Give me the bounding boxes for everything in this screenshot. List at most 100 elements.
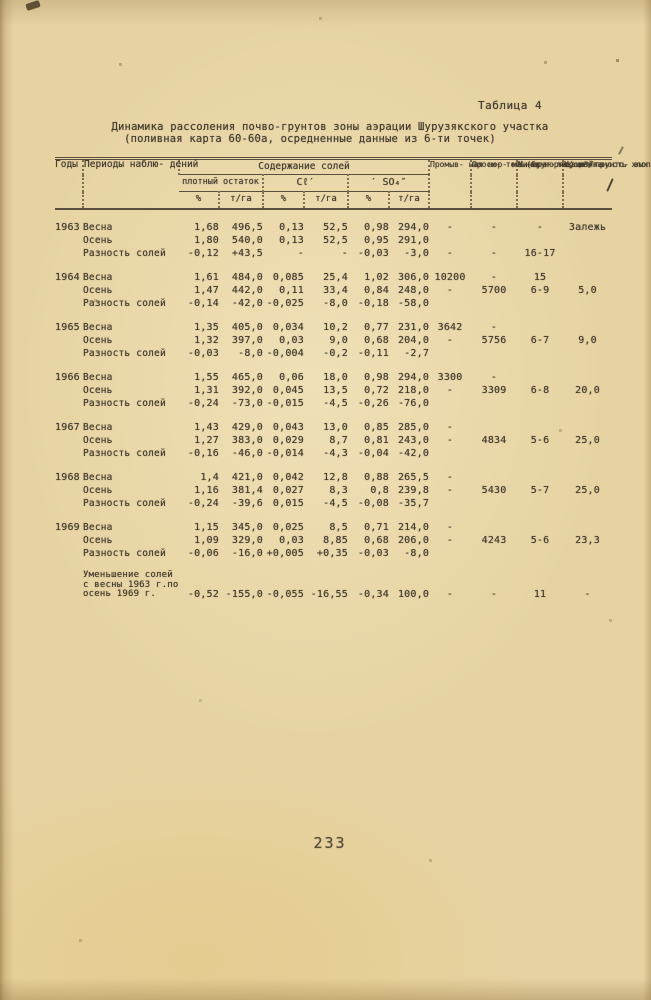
cell-value: 0,03 <box>279 335 304 346</box>
cell-year <box>55 447 83 460</box>
cell-value: -0,014 <box>266 448 304 459</box>
col-header-irrigation-norm: Ороси- тельная норма, м³/га <box>470 158 602 209</box>
cell-value: -0,015 <box>266 398 304 409</box>
cell-value: -8,0 <box>323 298 348 309</box>
cell-value: 0,085 <box>272 272 304 283</box>
cell-value <box>429 234 471 247</box>
cell-value: - <box>446 285 454 296</box>
table-row: Разность солей -0,16 -46,0 -0,014 -4,3 -0,04-… <box>55 447 612 460</box>
cell-period: Осень <box>83 285 113 296</box>
cell-value: - <box>490 372 498 383</box>
year-block-1964: 1964 Весна 1,61 484,0 0,085 25,4 1,02 306,0 1020… <box>55 260 612 310</box>
cell-value: 0,84 <box>364 285 389 296</box>
cell-value: 6-7 <box>530 335 550 346</box>
cell-value: 0,034 <box>272 322 304 333</box>
cell-value: 397,0 <box>231 335 263 346</box>
cell-value: - <box>536 222 544 233</box>
cell-year <box>55 560 83 601</box>
cell-value <box>517 447 563 460</box>
cell-value: - <box>490 222 498 233</box>
cell-value: -35,7 <box>397 498 430 509</box>
cell-value: 13,0 <box>323 422 348 433</box>
table-row: 1968 Весна 1,4 421,0 0,042 12,8 0,88 265,5 - <box>55 460 612 484</box>
col-header-yield: Урожай- ность хлопчат- ника, ц/га <box>562 158 651 209</box>
cell-value: 1,27 <box>194 435 219 446</box>
cell-value: 206,0 <box>397 535 430 546</box>
col-header-washing-norm: Промыв- ная нор- ма (брут- то) м³/га <box>428 158 603 209</box>
cell-value <box>429 397 471 410</box>
cell-value <box>471 447 517 460</box>
cell-year <box>55 397 83 410</box>
cell-value <box>517 497 563 510</box>
cell-value: 6-9 <box>530 285 550 296</box>
cell-value: 0,95 <box>364 235 389 246</box>
cell-value: 1,55 <box>194 372 219 383</box>
cell-value <box>517 510 563 534</box>
cell-value: 0,11 <box>279 285 304 296</box>
cell-value: 0,71 <box>364 522 389 533</box>
cell-value: 18,0 <box>323 372 348 383</box>
cell-value: - <box>446 485 454 496</box>
cell-value <box>471 497 517 510</box>
cell-value: -4,5 <box>323 498 348 509</box>
cell-year <box>55 534 83 547</box>
cell-value: - <box>490 588 498 600</box>
col-header-t-per-ha: т/га <box>303 191 348 209</box>
cell-value: 0,03 <box>279 535 304 546</box>
cell-value: 0,13 <box>279 222 304 233</box>
cell-value: 4834 <box>481 435 507 446</box>
col-header-percent: % <box>195 194 202 204</box>
cell-value: 392,0 <box>231 385 263 396</box>
cell-value <box>517 310 563 334</box>
summary-block: Уменьшение солей с весны 1963 г.по осень… <box>55 560 612 601</box>
cell-value: -4,3 <box>323 448 348 459</box>
cell-value <box>471 547 517 560</box>
salinity-dynamics-table: Годы Периоды наблю- дений Содержание сол… <box>55 157 651 601</box>
cell-value <box>563 247 612 260</box>
cell-value: 1,47 <box>194 285 219 296</box>
cell-value: 12,8 <box>323 472 348 483</box>
table-row: Осень 1,09 329,0 0,03 8,85 0,68 206,0 - 4243 5-6 2… <box>55 534 612 547</box>
cell-period: Осень <box>83 535 113 546</box>
cell-period: Осень <box>83 335 113 346</box>
cell-value: 52,5 <box>323 222 348 233</box>
cell-value: - <box>446 522 454 533</box>
cell-value: -0,03 <box>357 548 389 559</box>
col-header-dense-residue: плотный остаток <box>179 174 263 192</box>
cell-value: 1,32 <box>194 335 219 346</box>
cell-value: 0,06 <box>279 372 304 383</box>
cell-period: Разность солей <box>83 548 166 559</box>
table-header: Годы Периоды наблю- дений Содержание сол… <box>55 158 651 209</box>
paper-speckles <box>0 0 1 1</box>
cell-year: 1968 <box>55 472 80 483</box>
cell-value: 496,5 <box>231 222 263 233</box>
cell-value: 25,0 <box>575 485 600 496</box>
page-number: 233 <box>313 834 347 852</box>
cell-period: Весна <box>83 522 113 533</box>
cell-value: -3,0 <box>404 248 430 259</box>
year-block-1966: 1966 Весна 1,55 465,0 0,06 18,0 0,98 294,0 3300 -… <box>55 360 612 410</box>
cell-value: 33,4 <box>323 285 348 296</box>
cell-value: -2,7 <box>404 348 430 359</box>
cell-value <box>471 397 517 410</box>
cell-value: - <box>446 335 454 346</box>
cell-year <box>55 347 83 360</box>
cell-value: 25,0 <box>575 435 600 446</box>
cell-period: Разность солей <box>83 448 166 459</box>
year-block-1968: 1968 Весна 1,4 421,0 0,042 12,8 0,88 265,5- Осен… <box>55 460 612 510</box>
col-header-t-per-ha: т/га <box>387 191 430 209</box>
cell-value: 405,0 <box>231 322 263 333</box>
cell-value: - <box>446 222 454 233</box>
cell-value: -58,0 <box>397 298 430 309</box>
cell-year: 1969 <box>55 522 80 533</box>
cell-value: 1,16 <box>194 485 219 496</box>
cell-value: 8,7 <box>329 435 348 446</box>
cell-value: 214,0 <box>397 522 430 533</box>
cell-value <box>429 347 471 360</box>
cell-value: 0,045 <box>272 385 304 396</box>
cell-value: 0,77 <box>364 322 389 333</box>
cell-period: Весна <box>83 372 113 383</box>
cell-year <box>55 234 83 247</box>
cell-value: 0,88 <box>364 472 389 483</box>
